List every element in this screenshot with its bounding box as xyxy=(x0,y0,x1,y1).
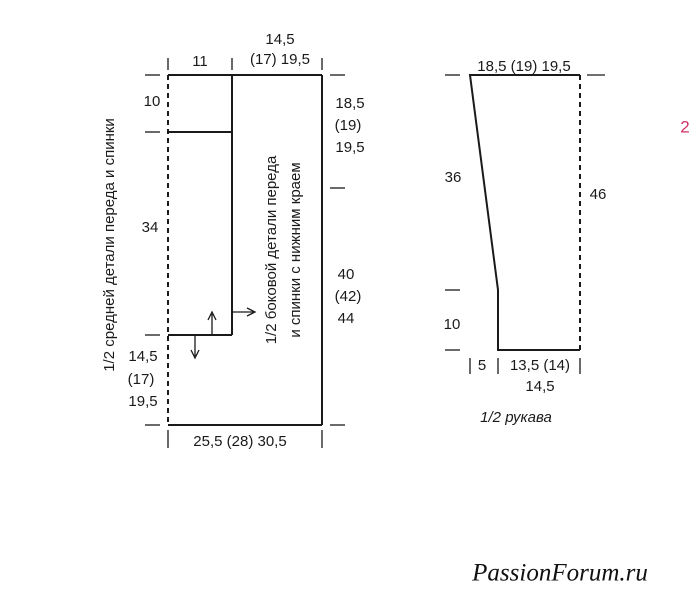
dimension: 34 xyxy=(142,219,159,236)
piece-label: 1/2 рукава xyxy=(480,409,552,426)
dimension: 10 xyxy=(444,316,461,333)
dimension: 18,5 (19) 19,5 xyxy=(477,58,570,75)
dimension: 14,5 xyxy=(525,378,554,395)
dimension: (42) xyxy=(335,288,362,305)
watermark: PassionForum.ru xyxy=(471,560,648,587)
dimension: 19,5 xyxy=(128,393,157,410)
piece-label: и спинки с нижним краем xyxy=(287,162,304,337)
arrow xyxy=(207,310,217,335)
dimension: (17) xyxy=(128,371,155,388)
piece-label: 1/2 боковой детали переда xyxy=(263,155,280,344)
dimension: 25,5 (28) 30,5 xyxy=(193,433,286,450)
dimension: 40 xyxy=(338,266,355,283)
dimension: 5 xyxy=(478,357,486,374)
dimension: 10 xyxy=(144,93,161,110)
arrow xyxy=(190,335,200,360)
dimension: 11 xyxy=(192,53,208,70)
dimension: 44 xyxy=(338,310,355,327)
dimension: (17) 19,5 xyxy=(250,51,310,68)
dimension: (19) xyxy=(335,117,362,134)
dimension: 14,5 xyxy=(265,31,294,48)
arrow xyxy=(232,307,257,317)
dimension: 36 xyxy=(445,169,462,186)
dimension: 13,5 (14) xyxy=(510,357,570,374)
page-number: 2 xyxy=(680,117,689,136)
dimension: 19,5 xyxy=(335,139,364,156)
dimension: 46 xyxy=(590,186,607,203)
dimension: 18,5 xyxy=(335,95,364,112)
sleeve-pattern: 18,5 (19) 19,5 36 46 10 5 13,5 (14) 14,5… xyxy=(444,58,607,426)
dimension: 14,5 xyxy=(128,348,157,365)
piece-label: 1/2 средней детали переда и спинки xyxy=(101,118,118,372)
body-pattern: 14,5 (17) 19,5 11 10 18,5 (19) 19,5 34 4… xyxy=(101,31,365,450)
outline xyxy=(468,74,580,351)
